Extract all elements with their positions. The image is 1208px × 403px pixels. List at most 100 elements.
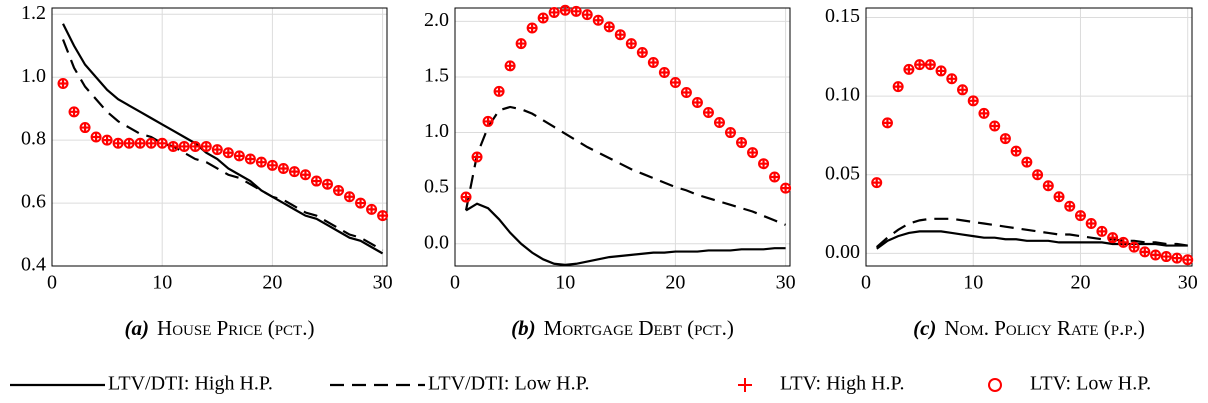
marker-plus bbox=[377, 210, 388, 221]
marker-circle bbox=[713, 117, 725, 129]
marker-circle bbox=[189, 140, 201, 152]
marker-circle bbox=[1182, 254, 1194, 266]
y-tick-label: 2.0 bbox=[424, 9, 449, 31]
marker-circle bbox=[123, 137, 135, 149]
series-line bbox=[875, 217, 1188, 248]
marker-circle bbox=[255, 156, 267, 168]
x-tick-label: 20 bbox=[665, 272, 685, 294]
x-tick-label: 0 bbox=[450, 272, 460, 294]
caption-text: House Price (pct.) bbox=[157, 316, 314, 340]
marker-plus bbox=[1139, 246, 1150, 257]
panel-label: (c) bbox=[913, 316, 936, 340]
marker-plus bbox=[311, 176, 322, 187]
x-tick-label: 20 bbox=[1070, 272, 1090, 294]
marker-circle bbox=[1107, 232, 1119, 244]
marker-plus bbox=[355, 198, 366, 209]
marker-circle bbox=[526, 22, 538, 34]
marker-circle bbox=[1032, 169, 1044, 181]
marker-plus bbox=[780, 183, 791, 194]
marker-circle bbox=[145, 137, 157, 149]
legend-label: LTV/DTI: Low H.P. bbox=[428, 373, 589, 395]
marker-circle bbox=[871, 177, 883, 189]
marker-plus bbox=[157, 138, 168, 149]
marker-plus bbox=[267, 160, 278, 171]
marker-plus bbox=[681, 87, 692, 98]
marker-plus bbox=[893, 81, 904, 92]
x-tick-label: 0 bbox=[861, 272, 871, 294]
marker-circle bbox=[112, 137, 124, 149]
marker-circle bbox=[366, 203, 378, 215]
marker-plus bbox=[344, 191, 355, 202]
marker-plus bbox=[692, 97, 703, 108]
marker-circle bbox=[999, 133, 1011, 145]
marker-circle bbox=[1160, 251, 1172, 263]
marker-plus bbox=[146, 138, 157, 149]
marker-plus bbox=[256, 157, 267, 168]
legend-label: LTV: Low H.P. bbox=[1030, 373, 1151, 395]
legend-label: LTV/DTI: High H.P. bbox=[108, 373, 273, 395]
marker-circle bbox=[881, 117, 893, 129]
marker-circle bbox=[344, 191, 356, 203]
marker-plus bbox=[637, 47, 648, 58]
marker-plus bbox=[1150, 249, 1161, 260]
marker-circle bbox=[603, 21, 615, 33]
marker-plus bbox=[670, 77, 681, 88]
marker-plus bbox=[80, 122, 91, 133]
marker-plus bbox=[1021, 157, 1032, 168]
marker-circle bbox=[79, 122, 91, 134]
marker-circle bbox=[747, 147, 759, 159]
x-tick-label: 10 bbox=[963, 272, 983, 294]
plot-frame bbox=[865, 7, 1193, 267]
marker-plus bbox=[747, 147, 758, 158]
marker-plus bbox=[102, 135, 113, 146]
marker-circle bbox=[935, 65, 947, 77]
marker-plus bbox=[714, 117, 725, 128]
marker-plus bbox=[58, 78, 69, 89]
marker-circle bbox=[967, 95, 979, 107]
marker-circle bbox=[903, 63, 915, 75]
marker-plus bbox=[223, 147, 234, 158]
marker-circle bbox=[460, 191, 472, 203]
marker-plus bbox=[936, 65, 947, 76]
marker-plus bbox=[582, 9, 593, 20]
marker-circle bbox=[333, 184, 345, 196]
marker-circle bbox=[266, 159, 278, 171]
marker-circle bbox=[1042, 180, 1054, 192]
marker-plus bbox=[571, 6, 582, 17]
caption-text: Mortgage Debt (pct.) bbox=[544, 316, 734, 340]
marker-plus bbox=[1107, 232, 1118, 243]
marker-plus bbox=[322, 179, 333, 190]
marker-plus bbox=[494, 86, 505, 97]
marker-plus bbox=[333, 185, 344, 196]
y-tick-label: 0.4 bbox=[21, 254, 46, 276]
marker-plus bbox=[168, 141, 179, 152]
marker-plus bbox=[505, 60, 516, 71]
legend-swatch bbox=[738, 378, 752, 392]
plot-frame bbox=[51, 7, 388, 267]
x-tick-label: 0 bbox=[47, 272, 57, 294]
marker-plus bbox=[769, 172, 780, 183]
marker-plus bbox=[201, 141, 212, 152]
marker-plus bbox=[914, 59, 925, 70]
marker-plus bbox=[648, 57, 659, 68]
marker-circle bbox=[167, 140, 179, 152]
marker-circle bbox=[625, 38, 637, 50]
marker-circle bbox=[134, 137, 146, 149]
marker-circle bbox=[1053, 191, 1065, 203]
y-tick-label: 0.8 bbox=[21, 128, 46, 150]
marker-circle bbox=[592, 14, 604, 26]
marker-plus bbox=[758, 158, 769, 169]
marker-plus bbox=[289, 166, 300, 177]
y-tick-label: 1.0 bbox=[424, 120, 449, 142]
marker-plus bbox=[190, 141, 201, 152]
x-tick-label: 30 bbox=[373, 272, 393, 294]
marker-plus bbox=[1000, 133, 1011, 144]
y-tick-label: 1.0 bbox=[21, 65, 46, 87]
marker-plus bbox=[1096, 226, 1107, 237]
marker-plus bbox=[957, 84, 968, 95]
x-tick-label: 30 bbox=[776, 272, 796, 294]
marker-circle bbox=[68, 106, 80, 118]
marker-circle bbox=[548, 6, 560, 18]
marker-circle bbox=[515, 38, 527, 50]
y-tick-label: 0.5 bbox=[424, 176, 449, 198]
